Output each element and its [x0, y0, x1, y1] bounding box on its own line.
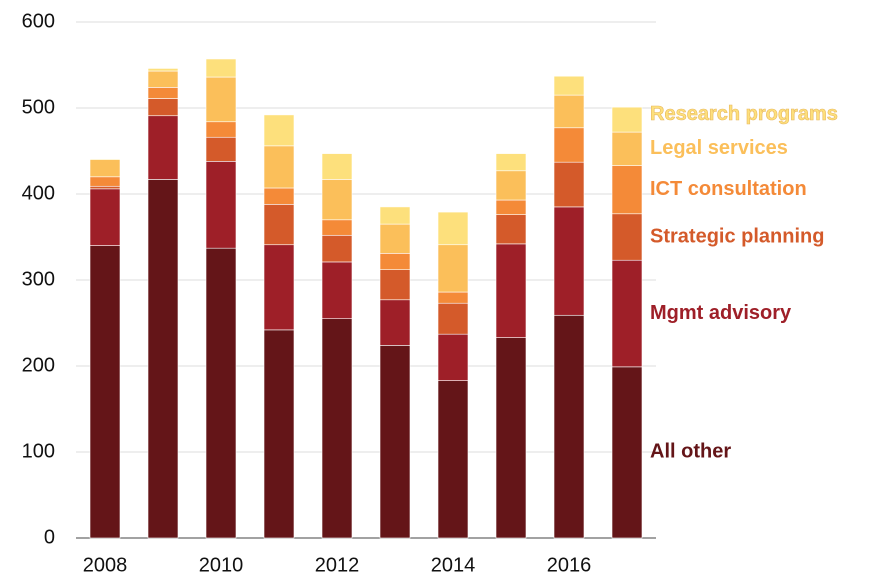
bar-segment: [495, 243, 527, 338]
bar-segment: [263, 114, 295, 147]
bar-segment: [495, 153, 527, 172]
y-tick-label: 200: [22, 354, 55, 376]
bar-segment: [495, 337, 527, 539]
bar-segment: [437, 333, 469, 381]
bar-segment: [611, 366, 643, 539]
legend-label: All other: [650, 441, 731, 463]
x-tick-label: 2012: [315, 554, 360, 576]
legend-label: Research programs: [650, 103, 838, 125]
legend-label: ICT consultation: [650, 178, 807, 200]
bar-segment: [147, 70, 179, 88]
bar-segment: [89, 176, 121, 187]
bar-segment: [553, 206, 585, 316]
bar-segment: [89, 188, 121, 246]
bar-segment: [437, 380, 469, 539]
legend-label: Mgmt advisory: [650, 302, 792, 324]
bar-segment: [495, 214, 527, 245]
bar-segment: [495, 199, 527, 215]
bar-segment: [379, 299, 411, 346]
bar-segment: [263, 329, 295, 539]
bar-segment: [205, 136, 237, 162]
bar-segment: [437, 291, 469, 304]
bar-segment: [89, 245, 121, 539]
bar-segment: [263, 244, 295, 331]
bar-segment: [437, 244, 469, 293]
bar-segment: [205, 58, 237, 78]
bar-segment: [611, 213, 643, 261]
bar-segment: [379, 206, 411, 225]
y-tick-label: 400: [22, 182, 55, 204]
bar-segment: [553, 94, 585, 129]
y-tick-label: 500: [22, 96, 55, 118]
bar-segment: [205, 76, 237, 123]
bar-segment: [495, 170, 527, 201]
bar-segment: [379, 223, 411, 254]
bar-segment: [147, 98, 179, 117]
bar-segment: [321, 179, 353, 221]
bar-segment: [611, 165, 643, 215]
bar-segment: [147, 87, 179, 99]
bar-segment: [263, 204, 295, 246]
bar-segment: [321, 153, 353, 180]
bar-segment: [89, 158, 121, 160]
x-tick-label: 2014: [431, 554, 476, 576]
x-tick-label: 2016: [547, 554, 592, 576]
bar-segment: [553, 314, 585, 539]
y-tick-label: 100: [22, 440, 55, 462]
bar-segment: [437, 302, 469, 335]
bar-segment: [321, 234, 353, 263]
bar-segment: [147, 179, 179, 539]
y-tick-label: 600: [22, 10, 55, 32]
bar-segment: [321, 261, 353, 320]
bar-segment: [321, 219, 353, 236]
x-tick-label: 2010: [199, 554, 244, 576]
bar-segment: [321, 318, 353, 539]
bar-segment: [205, 161, 237, 249]
x-tick-label: 2008: [83, 554, 128, 576]
bar-segment: [553, 75, 585, 96]
bar-segment: [205, 247, 237, 539]
bar-segment: [263, 187, 295, 205]
bar-segment: [263, 145, 295, 189]
bar-segment: [379, 253, 411, 270]
bar-segment: [611, 259, 643, 368]
bar-segment: [553, 161, 585, 208]
bar-segment: [147, 115, 179, 180]
legend-label: Legal services: [650, 137, 788, 159]
legend-label: Strategic planning: [650, 225, 824, 247]
bar-segment: [553, 127, 585, 163]
bar-segment: [379, 345, 411, 539]
bar-segment: [379, 269, 411, 301]
bar-segment: [147, 68, 179, 72]
bar-segment: [437, 211, 469, 246]
y-tick-label: 300: [22, 268, 55, 290]
bar-segment: [611, 106, 643, 133]
bar-segment: [89, 159, 121, 178]
y-tick-label: 0: [44, 526, 55, 548]
bar-segment: [89, 185, 121, 190]
bar-segment: [205, 121, 237, 138]
bar-segment: [611, 131, 643, 166]
